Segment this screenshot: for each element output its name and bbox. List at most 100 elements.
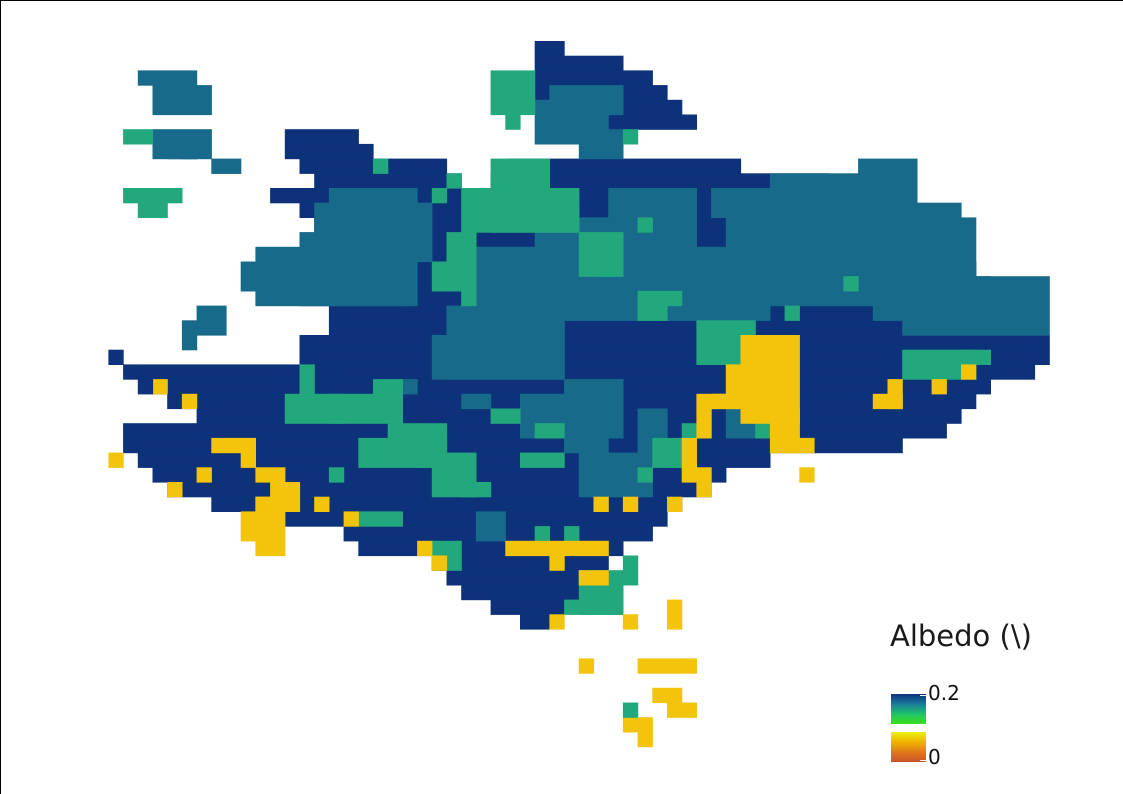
raster-cell-y [623,497,638,512]
raster-cell-y [667,703,697,718]
raster-cell-d [447,570,595,585]
raster-cell-d [535,41,565,56]
raster-cell-t [182,320,197,350]
raster-cell-g [520,453,565,468]
raster-cell-t [241,262,315,292]
raster-cell-y [623,717,653,732]
raster-cell-y [799,467,814,482]
legend-tick-min [920,760,926,761]
raster-cell-y [197,467,212,482]
raster-cell-g [358,511,403,526]
raster-cell-d [520,614,550,629]
raster-cell-y [505,541,564,556]
raster-cell-y [638,732,653,747]
raster-cell-d [329,320,991,335]
raster-cell-g [667,291,682,306]
raster-cell-y [255,541,285,556]
raster-cell-g [535,423,565,438]
raster-cell-g [123,188,182,203]
raster-cell-y [417,541,432,556]
raster-cell-d [491,600,565,615]
raster-cell-y [344,511,359,526]
raster-cell-g [505,115,520,130]
raster-cell-d [535,56,624,71]
raster-cell-g [623,129,638,144]
raster-cell-y [961,364,976,379]
raster-cell-y [579,541,609,556]
raster-cell-y [255,497,270,512]
raster-cell-y [682,467,712,482]
raster-cell-d [123,364,138,379]
raster-cell-y [241,438,256,468]
raster-cell-g [711,335,726,365]
raster-cell-t [579,129,624,159]
raster-cell-g [638,291,668,321]
legend-label-max: 0.2 [928,681,960,705]
raster-cell-d [138,379,153,394]
raster-cell-t [476,511,506,541]
raster-cell-t [138,70,197,85]
raster-cell-t [182,144,197,159]
raster-cell-g [535,526,550,541]
raster-cell-y [211,438,241,453]
raster-cell-y [549,614,564,629]
raster-cell-t [564,423,609,453]
raster-cell-t [432,335,565,380]
raster-cell-g [329,467,344,482]
raster-cell-y [667,600,682,630]
raster-cell-g [652,438,682,468]
raster-cell-g [638,217,653,232]
raster-cell-g [623,556,638,586]
legend-gradient-low [891,732,926,762]
raster-cell-y [255,467,285,482]
raster-cell-t [961,306,1035,336]
raster-cell-y [564,541,579,556]
raster-cell-t [211,159,241,174]
raster-cell-y [579,658,594,673]
legend-label-min: 0 [928,745,941,769]
raster-cell-g [594,247,624,277]
raster-cell-g [564,526,579,541]
raster-cell-g [461,291,476,306]
raster-cell-g [491,409,521,424]
raster-cell-y [549,556,564,571]
raster-cell-d [300,335,1050,350]
raster-cell-y [667,497,682,512]
raster-cell-y [682,438,697,468]
raster-cell-g [373,379,403,409]
raster-cell-y [579,570,609,585]
raster-cell-y [108,453,123,468]
raster-cell-y [167,482,182,497]
raster-cell-g [549,203,579,233]
raster-cell-y [696,394,726,409]
raster-cell-y [682,658,697,673]
raster-cell-g [491,70,536,115]
raster-cell-y [182,394,197,409]
raster-cell-g [388,423,418,438]
raster-cell-y [314,497,329,512]
raster-cell-d [270,511,667,526]
raster-cell-g [138,203,168,218]
raster-cell-y [785,438,815,453]
raster-cell-g [373,159,388,174]
legend-tick-max [920,695,926,696]
raster-cell-g [461,482,491,497]
raster-cell-g [432,188,447,203]
legend-title: Albedo (\) [890,619,1032,653]
raster-cell-g [755,423,770,438]
raster-cell-y [623,614,638,629]
raster-cell-d [535,70,653,85]
raster-cell-y [696,409,711,439]
raster-cell-g [843,276,858,291]
raster-cell-d [285,129,359,144]
raster-cell-y [696,482,711,497]
raster-cell-g [123,129,153,144]
raster-cell-g [300,364,315,394]
raster-cell-g [638,467,653,482]
raster-cell-g [447,173,462,188]
legend-gradient-high [891,694,926,724]
raster-cell-y [432,556,447,571]
raster-cell-y [638,658,683,673]
raster-cell-y [594,497,609,512]
